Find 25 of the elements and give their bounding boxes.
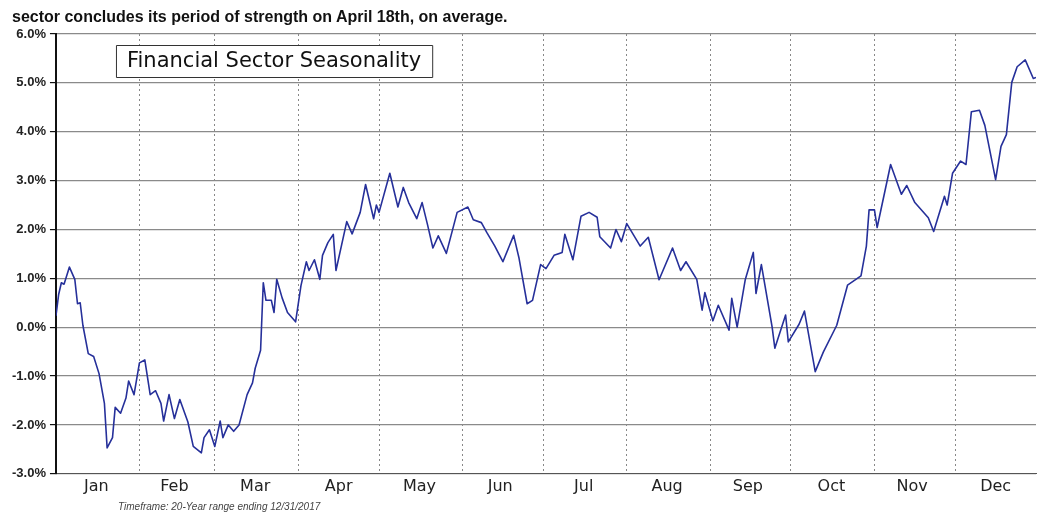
- x-tick-label: Sep: [732, 475, 763, 495]
- y-tick-label: -2.0%: [11, 416, 47, 432]
- y-tick-label: -3.0%: [11, 465, 47, 481]
- text: sector concludes its period of strength on April 18th, on average.: [12, 8, 508, 26]
- x-tick-label: Apr: [324, 475, 353, 495]
- x-tick-label: Nov: [896, 475, 928, 495]
- y-tick-label: -1.0%: [11, 367, 47, 383]
- text: Financial Sector Seasonality: [126, 48, 422, 73]
- x-tick-label: Jul: [573, 475, 594, 495]
- y-tick-label: 2.0%: [16, 221, 47, 237]
- y-tick-label: 5.0%: [16, 74, 47, 90]
- x-tick-label: Aug: [651, 475, 683, 495]
- x-tick-label: May: [402, 475, 436, 495]
- x-tick-label: Feb: [160, 475, 189, 495]
- x-tick-label: Jan: [83, 475, 109, 495]
- y-tick-label: 4.0%: [16, 123, 47, 139]
- x-tick-label: Dec: [980, 475, 1012, 495]
- x-tick-label: Oct: [817, 475, 846, 495]
- y-tick-label: 6.0%: [16, 25, 47, 41]
- y-tick-label: 1.0%: [16, 269, 47, 285]
- x-tick-label: Mar: [240, 475, 271, 495]
- text: Timeframe: 20-Year range ending 12/31/2017: [118, 500, 321, 512]
- y-tick-label: 0.0%: [16, 318, 47, 334]
- x-tick-label: Jun: [486, 475, 513, 495]
- y-tick-label: 3.0%: [16, 172, 47, 188]
